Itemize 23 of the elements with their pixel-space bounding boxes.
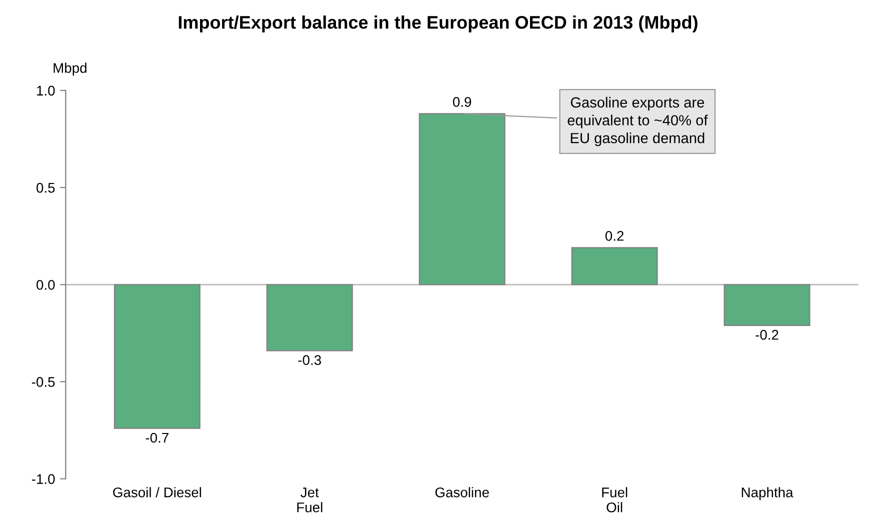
- bar: [571, 247, 658, 286]
- x-tick-label: Gasoil / Diesel: [113, 487, 202, 498]
- y-tick-label: 0.0: [36, 280, 55, 290]
- bar: [266, 284, 353, 352]
- y-tick-label: -1.0: [32, 474, 55, 484]
- x-tick-label: Naphtha: [742, 487, 794, 500]
- data-label: -0.7: [146, 432, 168, 443]
- bar: [114, 284, 200, 429]
- bar: [418, 113, 506, 286]
- x-tick-label: Fuel Oil: [602, 487, 628, 512]
- x-tick-label: Gasoline: [435, 487, 489, 498]
- y-axis-title: Mbpd: [54, 62, 86, 76]
- data-label: 0.2: [605, 230, 624, 241]
- annotation: Gasoline exports are equivalent to ~40% of EU gasoline demand: [568, 96, 708, 146]
- y-tick-label: 1.0: [37, 86, 55, 96]
- data-label: -0.3: [298, 355, 321, 366]
- y-tick-label: 0.5: [36, 182, 55, 193]
- data-label: 0.9: [452, 96, 472, 107]
- y-tick-label: -0.5: [32, 377, 55, 387]
- chart-title: Import/Export balance in the European OECD in 2013 (Mbpd): [178, 16, 698, 32]
- bar: [724, 284, 810, 326]
- x-tick-label: Jet Fuel: [297, 488, 322, 512]
- data-label: -0.2: [756, 330, 778, 340]
